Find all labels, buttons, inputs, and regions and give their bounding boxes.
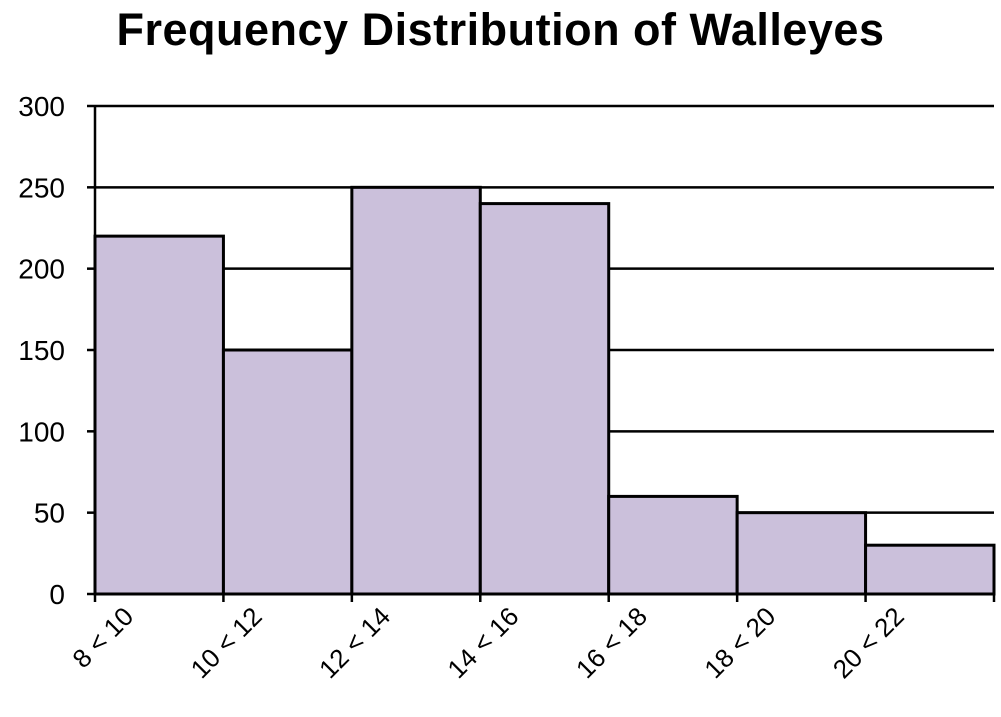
x-tick-label: 12 < 14 <box>313 601 396 684</box>
bar <box>478 202 611 596</box>
y-tick-label: 300 <box>18 91 65 122</box>
bar <box>350 185 482 596</box>
y-tick-label: 150 <box>18 335 65 366</box>
bar <box>607 494 739 596</box>
x-tick-label: 8 < 10 <box>66 601 139 674</box>
x-tick-label: 18 < 20 <box>698 601 781 684</box>
y-tick-label: 250 <box>18 172 65 203</box>
x-tick-labels: 8 < 10 10 < 12 12 < 14 14 < 16 16 < 18 18 < 2… <box>66 601 909 684</box>
x-tick-label: 10 < 12 <box>185 601 268 684</box>
y-tick-label: 50 <box>34 498 65 529</box>
y-tick-labels: 0 50 100 150 200 250 300 <box>18 91 65 610</box>
bar <box>864 543 996 596</box>
x-tick-label: 20 < 22 <box>827 601 910 684</box>
y-tick-label: 200 <box>18 254 65 285</box>
x-tick-label: 16 < 18 <box>570 601 653 684</box>
axes <box>87 104 996 602</box>
y-tick-label: 100 <box>18 416 65 447</box>
chart-title: Frequency Distribution of Walleyes <box>116 4 885 55</box>
bars <box>93 185 996 596</box>
y-tick-label: 0 <box>49 579 65 610</box>
bar <box>735 511 868 596</box>
bar <box>221 348 354 596</box>
bar <box>93 234 225 596</box>
x-tick-label: 14 < 16 <box>441 601 524 684</box>
